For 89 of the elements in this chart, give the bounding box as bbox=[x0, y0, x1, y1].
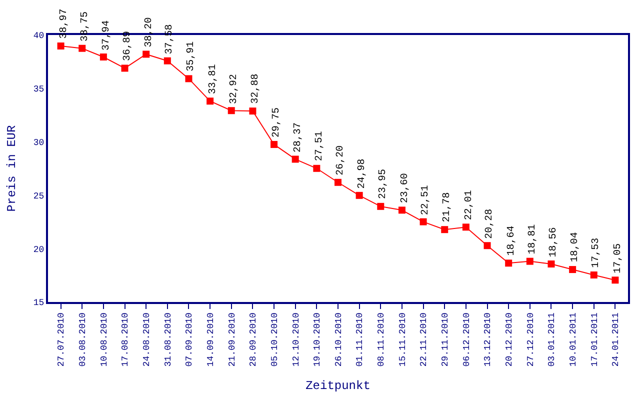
data-label: 18,64 bbox=[506, 226, 518, 256]
y-tick-label: 35 bbox=[33, 84, 44, 95]
data-label: 37,58 bbox=[164, 24, 176, 54]
point bbox=[441, 226, 448, 234]
data-label: 23,60 bbox=[400, 173, 411, 204]
point bbox=[612, 276, 619, 284]
point bbox=[505, 260, 512, 267]
data-label: 32,92 bbox=[228, 74, 240, 104]
point bbox=[526, 258, 534, 265]
data-label: 38,20 bbox=[144, 17, 155, 48]
data-label: 20,28 bbox=[484, 208, 496, 239]
point bbox=[569, 266, 576, 274]
point bbox=[100, 54, 107, 60]
x-tick-label: 10.01.2011 bbox=[568, 312, 578, 367]
data-label: 36,89 bbox=[122, 30, 134, 61]
point bbox=[548, 260, 555, 268]
data-label: 27,51 bbox=[314, 131, 326, 162]
x-tick-label: 24.01.2011 bbox=[611, 312, 622, 367]
x-tick-label: 31.08.2010 bbox=[163, 312, 174, 367]
x-tick-label: 26.10.2010 bbox=[334, 312, 344, 367]
data-label: 17,53 bbox=[590, 238, 602, 268]
x-tick-label: 12.10.2010 bbox=[291, 312, 302, 367]
point bbox=[249, 108, 256, 115]
x-tick-label: 22.11.2010 bbox=[419, 312, 430, 367]
point bbox=[57, 42, 64, 50]
y-tick-label: 20 bbox=[33, 244, 44, 255]
data-label: 22,51 bbox=[420, 185, 432, 216]
point bbox=[292, 156, 299, 163]
point bbox=[484, 242, 491, 250]
y-tick-label: 25 bbox=[33, 191, 44, 202]
x-tick-label: 27.12.2010 bbox=[526, 312, 536, 367]
data-label: 38,97 bbox=[58, 8, 70, 39]
point bbox=[185, 75, 192, 82]
point bbox=[78, 44, 86, 52]
x-tick-label: 24.08.2010 bbox=[142, 312, 152, 367]
point bbox=[228, 107, 235, 114]
data-label: 21,78 bbox=[442, 192, 454, 222]
point bbox=[313, 164, 320, 172]
x-tick-label: 06.12.2010 bbox=[462, 312, 472, 367]
data-label: 24,98 bbox=[356, 158, 368, 189]
data-label: 26,20 bbox=[336, 145, 347, 176]
data-label: 35,91 bbox=[186, 41, 198, 72]
point bbox=[142, 50, 150, 58]
x-tick-label: 05.10.2010 bbox=[270, 312, 280, 367]
x-tick-label: 03.01.2011 bbox=[547, 312, 558, 367]
point bbox=[398, 206, 406, 214]
y-tick-label: 30 bbox=[33, 138, 44, 148]
point bbox=[206, 98, 214, 105]
x-tick-label: 07.09.2010 bbox=[184, 312, 195, 367]
x-tick-label: 15.11.2010 bbox=[398, 312, 408, 367]
x-tick-label: 10.08.2010 bbox=[99, 312, 110, 367]
point bbox=[121, 64, 128, 72]
x-tick-label: 17.01.2011 bbox=[590, 312, 600, 367]
point bbox=[420, 218, 427, 226]
x-tick-label: 13.12.2010 bbox=[483, 312, 494, 367]
x-tick-label: 14.09.2010 bbox=[206, 312, 216, 367]
x-tick-label: 19.10.2010 bbox=[312, 312, 323, 367]
data-label: 38,75 bbox=[80, 11, 91, 42]
y-tick-label: 40 bbox=[33, 31, 44, 42]
x-axis-title: Zeitpunkt bbox=[306, 379, 370, 394]
x-tick-label: 03.08.2010 bbox=[78, 312, 88, 367]
x-tick-label: 01.11.2010 bbox=[355, 312, 366, 367]
x-tick-label: 29.11.2010 bbox=[440, 312, 451, 367]
x-tick-label: 17.08.2010 bbox=[120, 312, 131, 367]
point bbox=[356, 192, 363, 199]
data-label: 33,81 bbox=[208, 64, 219, 94]
data-label: 18,81 bbox=[528, 224, 539, 254]
data-label: 23,95 bbox=[378, 169, 390, 200]
x-tick-label: 08.11.2010 bbox=[376, 312, 387, 367]
y-axis-title: Preis in EUR bbox=[5, 125, 20, 212]
point bbox=[377, 202, 384, 210]
data-label: 37,94 bbox=[101, 20, 112, 50]
data-label: 22,01 bbox=[464, 190, 475, 220]
data-label: 17,05 bbox=[613, 243, 624, 274]
data-label: 32,88 bbox=[250, 74, 262, 104]
data-label: 18,56 bbox=[548, 227, 560, 258]
point bbox=[164, 57, 171, 64]
x-tick-label: 20.12.2010 bbox=[504, 312, 515, 367]
point bbox=[334, 178, 342, 186]
point bbox=[590, 271, 598, 278]
point bbox=[270, 140, 278, 148]
data-label: 18,04 bbox=[570, 232, 582, 262]
x-tick-label: 27.07.2010 bbox=[56, 312, 67, 367]
x-tick-label: 28.09.2010 bbox=[248, 312, 259, 367]
data-label: 28,37 bbox=[293, 122, 304, 153]
data-label: 29,75 bbox=[272, 107, 283, 138]
y-tick-label: 15 bbox=[33, 298, 44, 308]
x-tick-label: 21.09.2010 bbox=[227, 312, 238, 367]
point bbox=[462, 224, 470, 231]
